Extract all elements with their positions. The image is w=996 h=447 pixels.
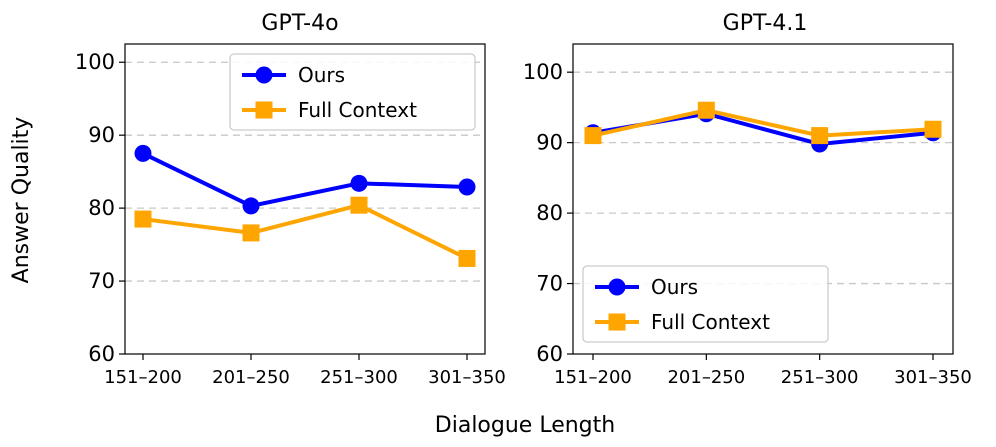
legend-label-full-context: Full Context: [651, 310, 770, 334]
y-axis-label: Answer Quality: [9, 117, 34, 284]
y-tick-label: 80: [88, 196, 115, 220]
series-line-ours: [592, 111, 934, 147]
y-tick-label: 90: [88, 123, 115, 147]
y-tick-label: 80: [536, 201, 563, 225]
legend-marker-full-context: [255, 101, 273, 119]
legend-box: [229, 53, 476, 131]
legend: Ours Full Context: [582, 265, 829, 343]
y-tick-label: 90: [536, 131, 563, 155]
y-tick-label: 60: [88, 342, 115, 366]
x-axis-label: Dialogue Length: [435, 413, 615, 438]
series-line-ours: [142, 151, 468, 208]
x-tick-label: 151–200: [554, 367, 632, 388]
legend-marker-full-context: [608, 313, 626, 331]
legend-label-ours: Ours: [651, 275, 698, 299]
legend-marker-ours: [608, 278, 626, 296]
data-point-full-context: [697, 101, 715, 119]
panel-title-gpt-4o: GPT-4o: [261, 11, 338, 36]
axis-ticks: 60 70 80 90 100 151–200 201–250 251–300 301–350: [523, 60, 972, 388]
series-line-full-context: [592, 108, 934, 138]
data-point-full-context: [924, 120, 942, 138]
data-point-full-context: [134, 210, 152, 228]
y-tick-label: 100: [75, 50, 115, 74]
x-tick-label: 201–250: [212, 367, 290, 388]
x-tick-label: 151–200: [104, 367, 182, 388]
y-tick-label: 70: [88, 269, 115, 293]
series-layer: [134, 144, 476, 267]
data-point-full-context: [242, 224, 260, 242]
y-tick-label: 70: [536, 272, 563, 296]
data-point-ours: [134, 144, 152, 162]
data-point-ours: [242, 197, 260, 215]
legend-label-full-context: Full Context: [298, 98, 417, 122]
data-point-ours: [458, 178, 476, 196]
x-tick-label: 201–250: [667, 367, 745, 388]
x-tick-label: 301–350: [428, 367, 506, 388]
y-tick-label: 60: [536, 342, 563, 366]
data-point-ours: [350, 174, 368, 192]
x-tick-label: 251–300: [781, 367, 859, 388]
series-layer: [584, 101, 942, 153]
legend-label-ours: Ours: [298, 63, 345, 87]
data-point-full-context: [811, 127, 829, 145]
panel-title-gpt-4-1: GPT-4.1: [723, 11, 808, 36]
data-point-full-context: [458, 249, 476, 267]
plot-frame: [124, 43, 486, 355]
plot-frame: [572, 43, 954, 355]
legend: Ours Full Context: [229, 53, 476, 131]
panel-gpt-4o: GPT-4o 60 70 80 90 100 151–200 201–250 251–300 3…: [75, 11, 506, 388]
grid-lines: [573, 71, 953, 285]
data-point-full-context: [350, 196, 368, 214]
panel-gpt-4-1: GPT-4.1 60 70 80 90 100 151–200 201–250 251–300…: [523, 11, 972, 388]
data-point-full-context: [584, 127, 602, 145]
legend-marker-ours: [255, 66, 273, 84]
x-tick-label: 251–300: [320, 367, 398, 388]
axis-ticks: 60 70 80 90 100 151–200 201–250 251–300 301–350: [75, 50, 506, 388]
legend-box: [582, 265, 829, 343]
y-tick-label: 100: [523, 60, 563, 84]
series-line-full-context: [142, 203, 468, 261]
x-tick-label: 301–350: [894, 367, 972, 388]
